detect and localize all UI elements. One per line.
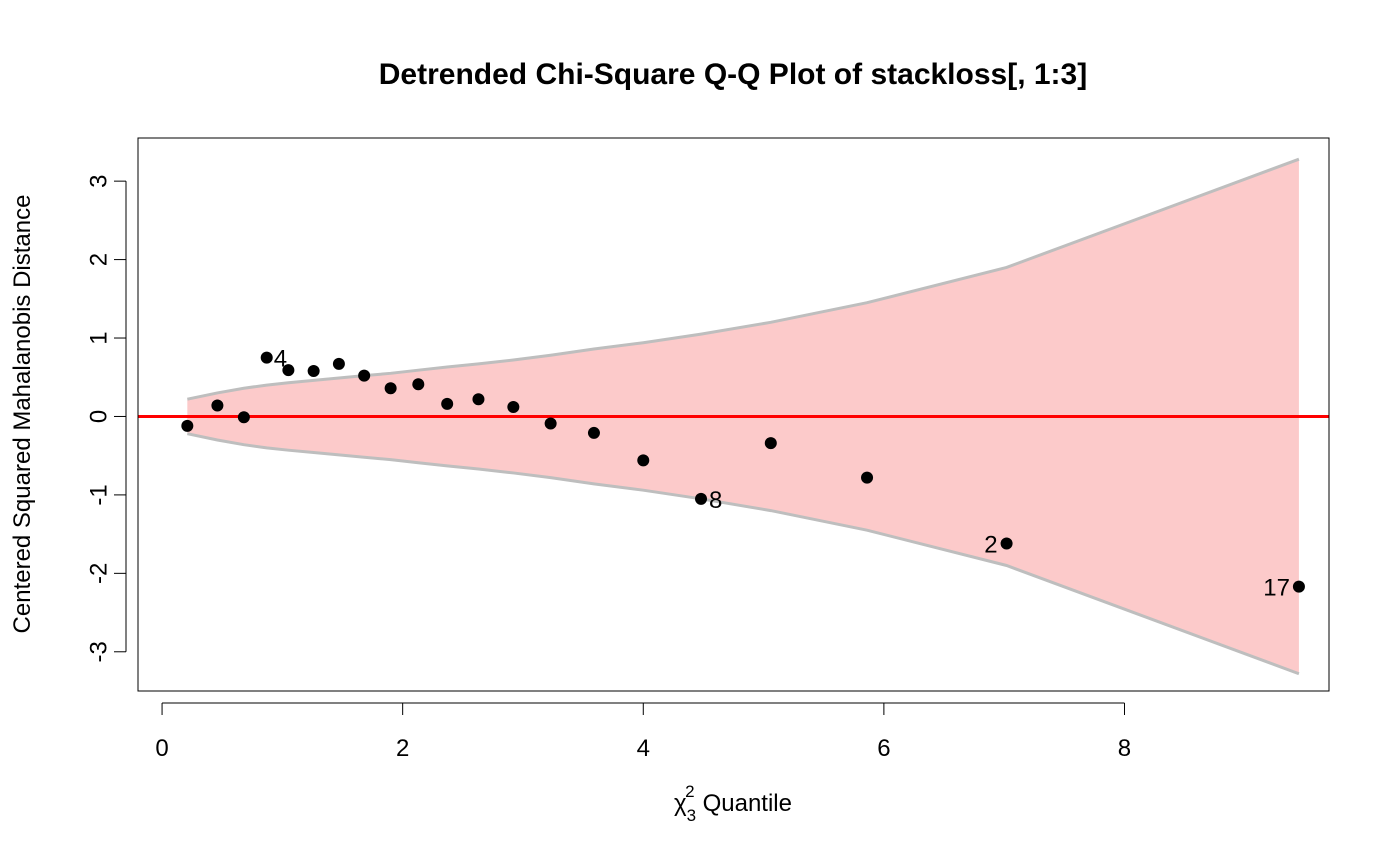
data-point: [260, 351, 273, 364]
data-point: [307, 364, 320, 377]
x-tick-label: 4: [637, 735, 650, 762]
data-point: [861, 471, 874, 484]
chart-title: Detrended Chi-Square Q-Q Plot of stacklo…: [379, 58, 1087, 91]
y-tick-label: 3: [85, 174, 112, 187]
data-point: [282, 364, 295, 377]
x-axis-label-superscript: 2: [685, 782, 694, 801]
point-label: 4: [274, 346, 287, 373]
y-tick-label: 2: [85, 253, 112, 266]
x-axis-label: χ3 2 Quantile: [674, 782, 792, 825]
data-point: [764, 437, 777, 450]
envelope-lower-line: [187, 432, 1300, 676]
point-label: 2: [984, 532, 997, 559]
x-axis: 0 2 4 6 8: [155, 702, 1131, 762]
data-point: [237, 411, 250, 424]
data-point: [472, 393, 485, 406]
y-tick-label: -2: [85, 563, 112, 584]
point-label: 17: [1263, 575, 1290, 602]
y-tick-label: 1: [85, 331, 112, 344]
data-point: [332, 357, 345, 370]
data-point: [181, 419, 194, 432]
data-point: [441, 397, 454, 410]
data-point: [211, 399, 224, 412]
data-point: [1292, 580, 1305, 593]
data-point: [587, 426, 600, 439]
data-point: [695, 492, 708, 505]
point-label: 8: [709, 487, 722, 514]
y-axis: -3 -2 -1 0 1 2 3: [85, 174, 127, 662]
x-axis-label-symbol: χ: [674, 790, 687, 817]
data-point: [507, 401, 520, 414]
data-point: [384, 382, 397, 395]
y-axis-label: Centered Squared Mahalanobis Distance: [9, 195, 36, 634]
envelope-upper-line: [187, 157, 1300, 401]
plot-frame: [137, 137, 1330, 692]
x-tick-label: 8: [1118, 735, 1131, 762]
data-point: [412, 378, 425, 391]
y-tick-label: -1: [85, 484, 112, 505]
x-tick-label: 6: [877, 735, 890, 762]
x-tick-label: 0: [155, 735, 168, 762]
y-tick-label: -3: [85, 641, 112, 662]
data-point: [1000, 537, 1013, 550]
plot-area: 4 8 2 17: [138, 157, 1329, 676]
data-point: [544, 417, 557, 430]
data-point: [637, 454, 650, 467]
x-axis-label-text: Quantile: [703, 790, 792, 817]
x-axis-label-subscript: 3: [687, 806, 696, 825]
x-tick-label: 2: [396, 735, 409, 762]
y-tick-label: 0: [85, 410, 112, 423]
data-point: [358, 369, 371, 382]
